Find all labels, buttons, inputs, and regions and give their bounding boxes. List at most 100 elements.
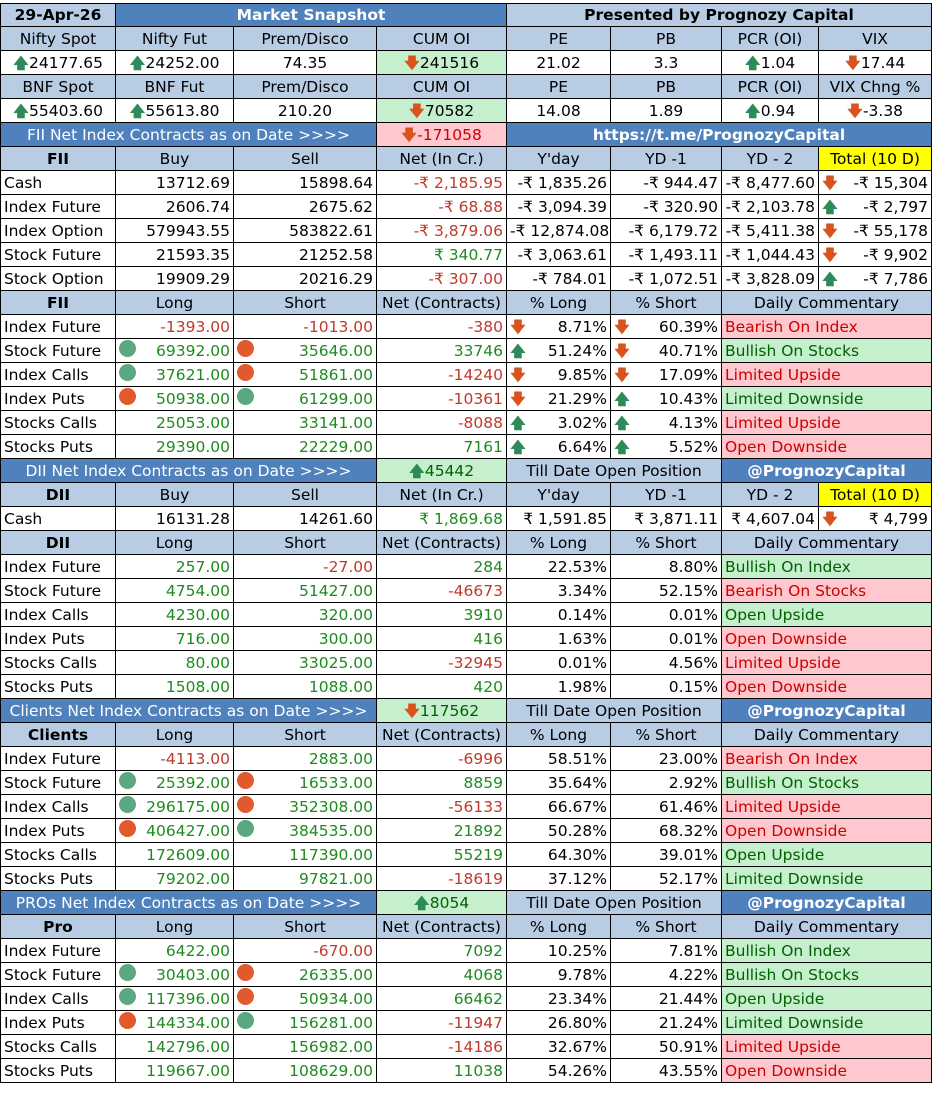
snapshot-value: 210.20 [234, 99, 377, 123]
yd1-value: -₹ 1,072.51 [611, 267, 722, 291]
fii_pos-row: Index Calls 37621.00 51861.00 -14240 🡇 9.85% 🡇… [0, 363, 932, 387]
net-contracts-value: -56133 [377, 795, 507, 819]
net-contracts-value: -46673 [377, 579, 507, 603]
cell-value: 4754.00 [165, 582, 230, 600]
arrow-down-icon: 🡇 [822, 246, 838, 264]
pct-long-value: 🡇 9.85% [507, 363, 611, 387]
daily-commentary: Limited Upside [722, 651, 932, 675]
cell-value: ₹ 4,799 [868, 510, 928, 528]
cell-value: 144334.00 [146, 1014, 230, 1032]
dii_pos-row: Stock Future 4754.00 51427.00 -46673 3.34% 52… [0, 579, 932, 603]
net-value: -₹ 3,879.06 [377, 219, 507, 243]
arrow-down-icon: 🡇 [401, 126, 417, 144]
cell-value: 23.34% [547, 990, 607, 1008]
snapshot-value: 🡇70582 [377, 99, 507, 123]
cell-value: 0.94 [760, 102, 796, 120]
snapshot-header: Nifty Fut [116, 27, 234, 51]
green-circle-icon [119, 964, 136, 981]
snapshot-header: Nifty Spot [0, 27, 116, 51]
cell-value: 156982.00 [289, 1038, 373, 1056]
pct-short-value: 🡅 5.52% [611, 435, 722, 459]
short-value: -1013.00 [234, 315, 377, 339]
net-contracts-value: -10361 [377, 387, 507, 411]
short-value: 33141.00 [234, 411, 377, 435]
cell-value: 716.00 [175, 630, 230, 648]
long-value: 69392.00 [116, 339, 234, 363]
row-label: Index Future [0, 939, 116, 963]
yd1-value: -₹ 1,493.11 [611, 243, 722, 267]
yday-value: -₹ 3,094.39 [507, 195, 611, 219]
sell-value: 21252.58 [234, 243, 377, 267]
row-label: Index Puts [0, 387, 116, 411]
pro_pos-row: Stocks Calls 142796.00 156982.00 -14186 32.6… [0, 1035, 932, 1059]
yday-value: -₹ 1,835.26 [507, 171, 611, 195]
long-value: 25053.00 [116, 411, 234, 435]
cell-value: 108629.00 [289, 1062, 373, 1080]
dii-cash-header: DII Buy Sell Net (In Cr.) Y'day YD -1 YD - 2 To… [0, 483, 932, 507]
cell-value: 60.39% [658, 318, 718, 336]
yd1-value: -₹ 944.47 [611, 171, 722, 195]
pct-short-value: 7.81% [611, 939, 722, 963]
green-circle-icon [119, 988, 136, 1005]
cell-value: 61299.00 [299, 390, 373, 408]
cell-value: 2883.00 [308, 750, 373, 768]
cell-value: 296175.00 [146, 798, 230, 816]
short-value: 384535.00 [234, 819, 377, 843]
pct-short-value: 🡇 60.39% [611, 315, 722, 339]
arrow-up-icon: 🡅 [510, 342, 526, 360]
cell-value: 10.43% [658, 390, 718, 408]
short-value: 352308.00 [234, 795, 377, 819]
pct-short-value: 0.01% [611, 627, 722, 651]
yd2-value: -₹ 2,103.78 [722, 195, 819, 219]
pct-long-value: 🡇 8.71% [507, 315, 611, 339]
daily-commentary: Bullish On Stocks [722, 771, 932, 795]
fii_pos-header-cell: % Long [507, 291, 611, 315]
sell-value: 20216.29 [234, 267, 377, 291]
cell-value: -1393.00 [160, 318, 230, 336]
pct-long-value: 22.53% [507, 555, 611, 579]
yday-value: -₹ 784.01 [507, 267, 611, 291]
clients_pos-row: Stock Future 25392.00 16533.00 8859 35.64% 2.… [0, 771, 932, 795]
total-10d-value: 🡇 -₹ 9,902 [819, 243, 932, 267]
pct-short-value: 0.01% [611, 603, 722, 627]
clients_pos-row: Stocks Calls 172609.00 117390.00 55219 64.30… [0, 843, 932, 867]
short-value: 108629.00 [234, 1059, 377, 1083]
pro_pos-header: Pro Long Short Net (Contracts)% Long% Short… [0, 915, 932, 939]
fii_pos-header-cell: Net (Contracts) [377, 291, 507, 315]
short-value: 97821.00 [234, 867, 377, 891]
fii-cash-header-cell: Y'day [507, 147, 611, 171]
pct-long-value: 9.78% [507, 963, 611, 987]
pct-long-value: 37.12% [507, 867, 611, 891]
clients_pos-header-cell: Long [116, 723, 234, 747]
dii-cash-header-cell: Net (In Cr.) [377, 483, 507, 507]
fii-cash-header-cell: Buy [116, 147, 234, 171]
yday-value: -₹ 3,063.61 [507, 243, 611, 267]
cell-value: 21.44% [658, 990, 718, 1008]
long-value: 119667.00 [116, 1059, 234, 1083]
daily-commentary: Limited Downside [722, 1011, 932, 1035]
row-label: Stock Future [0, 771, 116, 795]
row-label: Index Calls [0, 363, 116, 387]
arrow-up-icon: 🡅 [409, 462, 425, 480]
arrow-up-icon: 🡅 [129, 54, 146, 72]
dii-banner-value: 🡅45442 [377, 459, 507, 483]
long-value: 1508.00 [116, 675, 234, 699]
pro-banner-label: PROs Net Index Contracts as on Date >>>> [0, 891, 377, 915]
short-value: 2883.00 [234, 747, 377, 771]
net-contracts-value: 420 [377, 675, 507, 699]
pct-long-value: 58.51% [507, 747, 611, 771]
snapshot-value: 🡅24252.00 [116, 51, 234, 75]
row-label: Stock Future [0, 243, 116, 267]
telegram-link[interactable]: https://t.me/PrognozyCapital [507, 123, 932, 147]
daily-commentary: Open Downside [722, 675, 932, 699]
buy-value: 579943.55 [116, 219, 234, 243]
fii_pos-row: Stocks Puts 29390.00 22229.00 7161 🡅 6.64% 🡅 5.… [0, 435, 932, 459]
pct-long-value: 1.98% [507, 675, 611, 699]
pct-long-value: 1.63% [507, 627, 611, 651]
dii-cash-header-cell: Buy [116, 483, 234, 507]
arrow-up-icon: 🡅 [745, 54, 761, 72]
net-value: -₹ 68.88 [377, 195, 507, 219]
arrow-up-icon: 🡅 [414, 894, 430, 912]
fii_pos-row: Stock Future 69392.00 35646.00 33746 🡅 51.24%… [0, 339, 932, 363]
arrow-down-icon: 🡇 [404, 702, 420, 720]
